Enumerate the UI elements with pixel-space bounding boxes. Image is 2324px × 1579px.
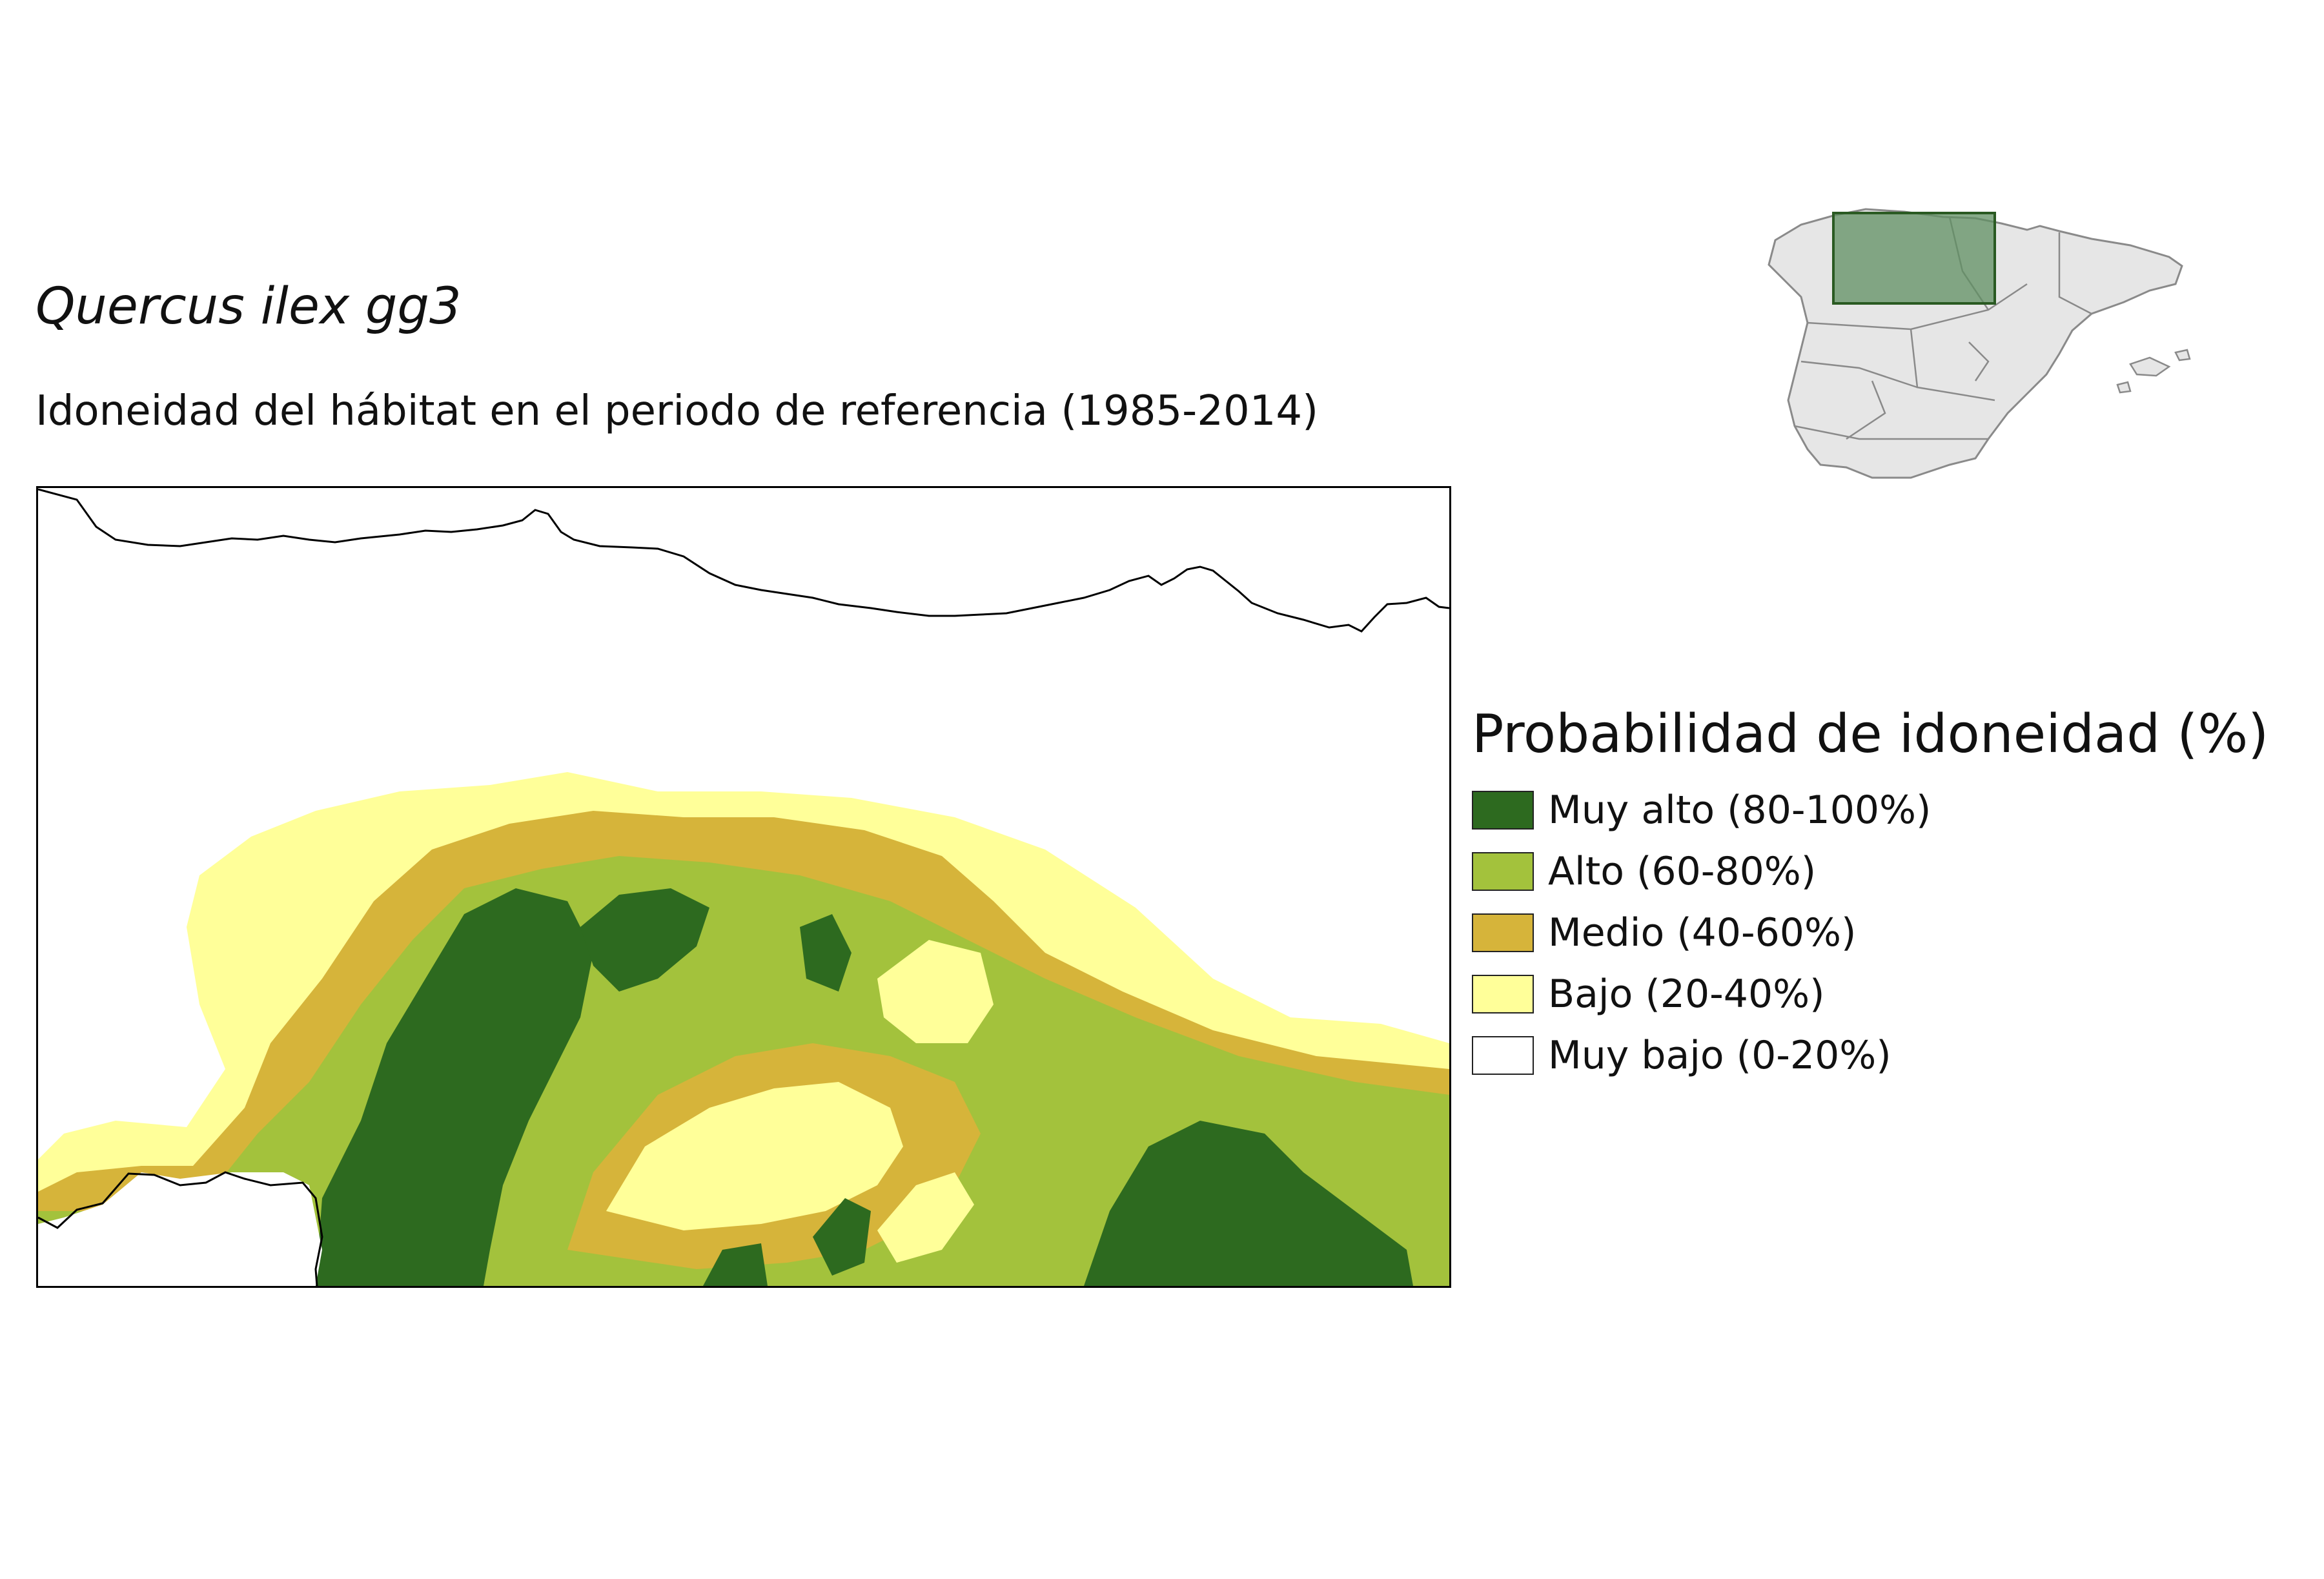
zone-bajo-patch-south	[877, 1172, 974, 1263]
habitat-map	[36, 486, 1451, 1288]
coastline	[38, 488, 1449, 633]
zone-muy-alto-patch-1	[800, 914, 851, 992]
zone-muy-alto-patch-2	[813, 1198, 871, 1276]
zone-muy-alto-north	[580, 888, 709, 992]
legend-swatch	[1472, 974, 1534, 1014]
zone-muy-bajo-southwest	[38, 1172, 322, 1286]
legend-item-muy-alto: Muy alto (80-100%)	[1472, 779, 2268, 840]
zone-bajo-plateau	[606, 1082, 903, 1230]
habitat-map-canvas	[38, 488, 1449, 1286]
legend-label: Muy alto (80-100%)	[1548, 787, 1932, 833]
legend-label: Alto (60-80%)	[1548, 848, 1817, 894]
legend-swatch	[1472, 1035, 1534, 1075]
study-area-highlight	[1832, 212, 1996, 305]
legend-swatch	[1472, 851, 1534, 891]
legend-item-alto: Alto (60-80%)	[1472, 840, 2268, 902]
legend-label: Muy bajo (0-20%)	[1548, 1032, 1891, 1078]
legend: Probabilidad de idoneidad (%) Muy alto (…	[1472, 704, 2268, 1086]
legend-label: Medio (40-60%)	[1548, 910, 1857, 955]
legend-swatch	[1472, 913, 1534, 952]
legend-item-bajo: Bajo (20-40%)	[1472, 963, 2268, 1024]
zone-muy-alto-west	[316, 888, 593, 1286]
map-title: Quercus ilex gg3	[36, 278, 462, 336]
legend-item-muy-bajo: Muy bajo (0-20%)	[1472, 1024, 2268, 1086]
zone-muy-alto-east	[1084, 1121, 1413, 1286]
legend-label: Bajo (20-40%)	[1548, 971, 1825, 1017]
legend-swatch	[1472, 790, 1534, 830]
zone-muy-alto-patch-3	[703, 1243, 768, 1286]
zone-bajo-patch-east	[877, 940, 994, 1043]
legend-title: Probabilidad de idoneidad (%)	[1472, 704, 2269, 765]
legend-item-medio: Medio (40-60%)	[1472, 902, 2268, 963]
map-subtitle: Idoneidad del hábitat en el periodo de r…	[36, 387, 1319, 435]
balearic-islands	[2116, 349, 2191, 394]
coastline-southwest	[38, 1171, 323, 1286]
spain-outline	[1768, 208, 2191, 479]
location-inset-map	[1756, 194, 2195, 581]
